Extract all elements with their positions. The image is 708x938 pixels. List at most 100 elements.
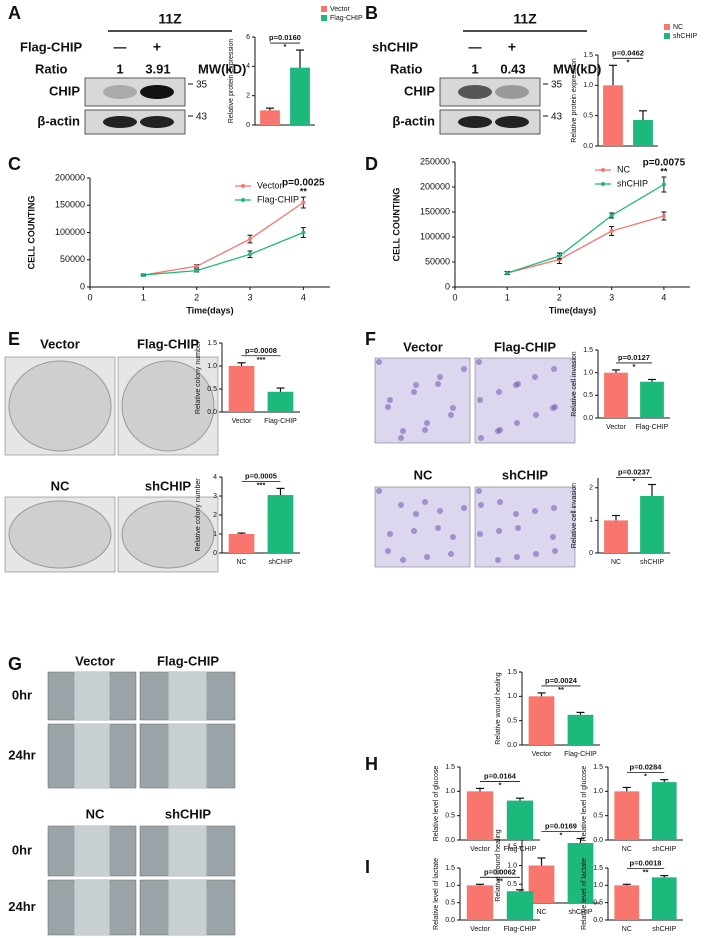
- x-tick-label: shCHIP: [568, 909, 592, 916]
- x-tick-label: Vector: [532, 751, 553, 758]
- cell: [496, 528, 502, 534]
- y-tick-label: 0.0: [507, 742, 517, 749]
- dish: [121, 360, 215, 452]
- y-tick-label: 1.0: [583, 82, 593, 89]
- stars: ***: [257, 355, 266, 364]
- p-value: p=0.0025: [282, 178, 325, 189]
- mw-label: MW(kD): [553, 61, 601, 76]
- y-tick-label: 0.0: [583, 415, 593, 422]
- y-tick-label: 0.0: [207, 409, 217, 416]
- band: [103, 85, 137, 99]
- cell: [398, 502, 404, 508]
- cell: [413, 382, 419, 388]
- x-tick-label: NC: [611, 559, 621, 566]
- legend-label: NC: [673, 24, 683, 31]
- x-tick-label: 4: [301, 292, 306, 302]
- y-tick-label: 0: [80, 281, 85, 291]
- y-tick-label: 0.0: [593, 837, 603, 844]
- bar: [567, 843, 594, 903]
- bar: [603, 85, 623, 146]
- y-tick-label: 1.0: [593, 788, 603, 795]
- photo-label: Vector: [403, 339, 443, 354]
- cell: [376, 488, 382, 494]
- p-value: p=0.0169: [545, 821, 577, 830]
- wound-gap: [168, 880, 207, 935]
- y-tick-label: 1.0: [593, 882, 603, 889]
- photo: [374, 486, 471, 568]
- cell: [514, 554, 520, 560]
- y-tick-label: 0.5: [445, 900, 455, 907]
- y-tick-label: 4: [213, 474, 217, 481]
- point: [661, 214, 666, 218]
- cell: [422, 499, 428, 505]
- bar: [228, 534, 255, 553]
- x-tick-label: NC: [622, 846, 632, 853]
- ratio: 1: [116, 61, 123, 76]
- x-tick-label: shCHIP: [268, 559, 292, 566]
- ratio: 3.91: [145, 61, 170, 76]
- panel-label: I: [365, 857, 370, 877]
- x-axis-label: Time(days): [549, 305, 596, 315]
- point: [609, 213, 614, 218]
- y-axis-label: Relative level of lactate: [433, 858, 440, 930]
- y-axis-label: Relative colony number: [195, 340, 202, 414]
- mw: 43: [196, 112, 208, 123]
- y-tick-label: 0.5: [593, 813, 603, 820]
- bar: [651, 877, 677, 920]
- y-tick-label: 1.0: [583, 370, 593, 377]
- cell: [477, 531, 483, 537]
- stars: **: [497, 876, 503, 885]
- cell: [435, 381, 441, 387]
- dish: [121, 500, 215, 569]
- treatment-label: Flag-CHIP: [20, 39, 82, 54]
- bar: [267, 391, 294, 412]
- wound-gap: [168, 826, 207, 876]
- cell: [496, 389, 502, 395]
- band: [103, 116, 137, 128]
- cell: [515, 525, 521, 531]
- x-tick-label: shCHIP: [640, 559, 664, 566]
- cell: [495, 557, 501, 563]
- y-tick-label: 150000: [420, 206, 450, 216]
- cell: [533, 551, 539, 557]
- p-value: p=0.0024: [545, 676, 578, 685]
- y-tick-label: 1.5: [445, 865, 455, 872]
- y-tick-label: 1: [589, 517, 593, 524]
- bar: [267, 495, 294, 553]
- wound-gap: [168, 672, 207, 720]
- cell: [437, 508, 443, 514]
- x-tick-label: 1: [505, 292, 510, 302]
- cell: [477, 397, 483, 403]
- y-tick-label: 150000: [55, 200, 85, 210]
- point: [141, 273, 146, 278]
- legend-label: Vector: [257, 180, 283, 190]
- point: [194, 268, 199, 273]
- x-tick-label: NC: [622, 926, 632, 933]
- panel-label: G: [8, 654, 22, 674]
- ratio: 0.43: [500, 61, 525, 76]
- bar: [640, 381, 664, 418]
- cell: [497, 427, 503, 433]
- cell: [476, 359, 482, 365]
- cell: [435, 525, 441, 531]
- bar: [640, 495, 664, 553]
- p-value: p=0.0005: [245, 471, 277, 480]
- cell: [476, 488, 482, 494]
- panel-label: H: [365, 754, 378, 774]
- dish: [8, 500, 112, 569]
- legend-label: Flag-CHIP: [330, 15, 363, 22]
- panel-label: F: [365, 329, 376, 349]
- stars: *: [633, 477, 636, 486]
- bar: [506, 891, 534, 920]
- p-value: p=0.0008: [245, 346, 277, 355]
- bar: [614, 791, 640, 840]
- stars: **: [558, 685, 564, 694]
- y-tick-label: 0: [213, 550, 217, 557]
- point: [248, 237, 252, 242]
- cell: [424, 554, 430, 560]
- y-axis-label: Relative level of glucose: [581, 766, 588, 842]
- series-line: [507, 183, 665, 274]
- cell: [411, 389, 417, 395]
- series-line: [143, 231, 304, 276]
- x-tick-label: 0: [452, 292, 457, 302]
